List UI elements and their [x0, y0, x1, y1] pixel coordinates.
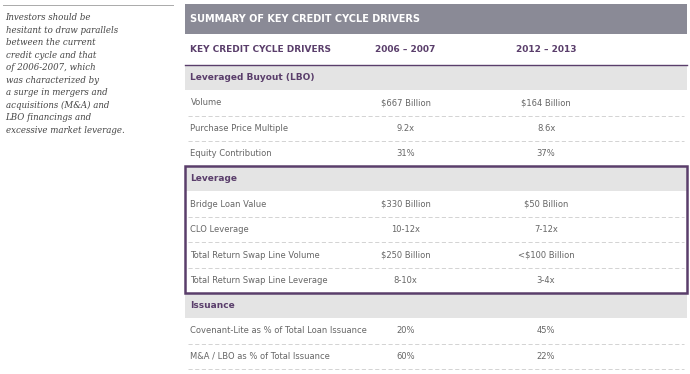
Text: 60%: 60%: [396, 352, 415, 361]
Text: Investors should be
hesitant to draw parallels
between the current
credit cycle : Investors should be hesitant to draw par…: [6, 13, 124, 135]
Text: SUMMARY OF KEY CREDIT CYCLE DRIVERS: SUMMARY OF KEY CREDIT CYCLE DRIVERS: [190, 14, 420, 24]
Text: 37%: 37%: [537, 149, 555, 158]
Text: 10-12x: 10-12x: [391, 225, 420, 234]
Text: Covenant-Lite as % of Total Loan Issuance: Covenant-Lite as % of Total Loan Issuanc…: [190, 327, 367, 335]
FancyBboxPatch shape: [185, 141, 687, 166]
Text: 20%: 20%: [396, 327, 415, 335]
Text: 2012 – 2013: 2012 – 2013: [516, 45, 576, 54]
Text: Leveraged Buyout (LBO): Leveraged Buyout (LBO): [190, 73, 315, 82]
Text: M&A / LBO as % of Total Issuance: M&A / LBO as % of Total Issuance: [190, 352, 331, 361]
Text: Equity Contribution: Equity Contribution: [190, 149, 272, 158]
Text: $250 Billion: $250 Billion: [381, 251, 431, 260]
Text: Total Return Swap Line Leverage: Total Return Swap Line Leverage: [190, 276, 328, 285]
Text: 9.2x: 9.2x: [397, 124, 415, 133]
FancyBboxPatch shape: [185, 369, 687, 374]
FancyBboxPatch shape: [185, 116, 687, 141]
Text: <$100 Billion: <$100 Billion: [518, 251, 574, 260]
FancyBboxPatch shape: [185, 65, 687, 90]
Text: Leverage: Leverage: [190, 174, 237, 184]
FancyBboxPatch shape: [185, 318, 687, 344]
Text: Purchase Price Multiple: Purchase Price Multiple: [190, 124, 288, 133]
Text: Issuance: Issuance: [190, 301, 235, 310]
Text: 7-12x: 7-12x: [534, 225, 558, 234]
Text: 22%: 22%: [537, 352, 555, 361]
FancyBboxPatch shape: [185, 268, 687, 293]
Text: 2006 – 2007: 2006 – 2007: [375, 45, 436, 54]
FancyBboxPatch shape: [185, 191, 687, 217]
FancyBboxPatch shape: [185, 344, 687, 369]
Text: 8.6x: 8.6x: [537, 124, 555, 133]
Text: 3-4x: 3-4x: [537, 276, 555, 285]
Text: CLO Leverage: CLO Leverage: [190, 225, 249, 234]
Text: $667 Billion: $667 Billion: [381, 98, 431, 107]
Text: Bridge Loan Value: Bridge Loan Value: [190, 200, 267, 209]
Text: $50 Billion: $50 Billion: [524, 200, 569, 209]
Text: $164 Billion: $164 Billion: [521, 98, 571, 107]
FancyBboxPatch shape: [185, 217, 687, 242]
Text: $330 Billion: $330 Billion: [381, 200, 431, 209]
Text: 45%: 45%: [537, 327, 555, 335]
Text: 31%: 31%: [396, 149, 415, 158]
Text: Volume: Volume: [190, 98, 221, 107]
FancyBboxPatch shape: [185, 90, 687, 116]
FancyBboxPatch shape: [185, 4, 687, 34]
FancyBboxPatch shape: [185, 242, 687, 268]
Text: Total Return Swap Line Volume: Total Return Swap Line Volume: [190, 251, 320, 260]
FancyBboxPatch shape: [185, 293, 687, 318]
Text: KEY CREDIT CYCLE DRIVERS: KEY CREDIT CYCLE DRIVERS: [190, 45, 331, 54]
FancyBboxPatch shape: [185, 166, 687, 191]
Text: 8-10x: 8-10x: [394, 276, 417, 285]
